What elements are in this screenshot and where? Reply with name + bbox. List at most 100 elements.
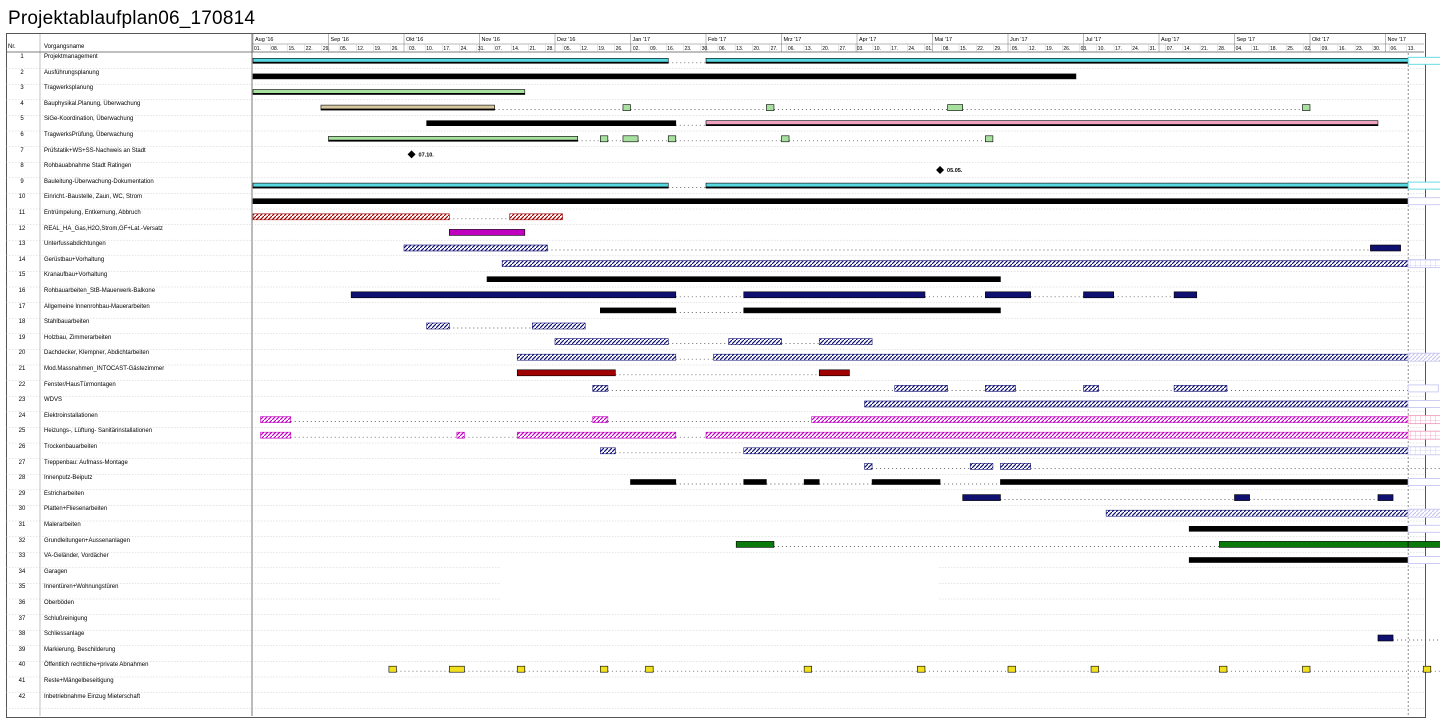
week-label: 26. [616, 46, 623, 52]
task-no: 13 [18, 241, 26, 248]
task-no: 19 [18, 334, 26, 341]
task-bar [252, 198, 1409, 204]
month-label: Mrz '17 [784, 37, 802, 43]
task-bar [1083, 385, 1099, 392]
task-bar [1083, 291, 1115, 299]
task-bar [1407, 446, 1440, 456]
week-label: 19. [1046, 46, 1053, 52]
task-bar [630, 479, 677, 485]
task-name: Heizungs-, Lüftung- Sanitärinstallatione… [44, 428, 153, 435]
task-bar [516, 369, 616, 377]
task-no: 5 [20, 116, 24, 123]
month-label: Dez '16 [557, 37, 575, 43]
task-bar [728, 338, 782, 345]
task-name: Tragwerksplanung [44, 85, 94, 92]
task-bar [1173, 385, 1228, 392]
task-bar [1407, 508, 1440, 518]
month-label: Sep '17 [1237, 37, 1255, 43]
task-bar [1407, 400, 1440, 408]
week-label: 22. [977, 46, 984, 52]
task-no: 40 [18, 662, 26, 669]
week-label: 15. [288, 46, 295, 52]
task-no: 39 [18, 646, 26, 653]
task-bar [388, 665, 397, 673]
milestone-date: 07.10. [419, 152, 435, 158]
task-name: VA-Geländer, Vordächer [44, 553, 109, 560]
task-no: 21 [18, 366, 26, 372]
month-label: Nov '16 [482, 37, 500, 43]
task-name: Grundleitungen+Aussenanlagen [44, 537, 130, 544]
week-label: 02. [633, 46, 640, 52]
task-bar [501, 260, 1409, 267]
task-no: 15 [18, 272, 26, 279]
task-no: 6 [20, 132, 24, 138]
week-label: 07. [495, 46, 502, 52]
task-bar [1219, 541, 1409, 548]
task-name: Elektroinstallationen [44, 412, 98, 419]
task-bar [456, 431, 465, 439]
task-name: Kranaufbau+Vorhaltung [44, 272, 108, 279]
week-label: 03. [857, 46, 864, 52]
task-no: 3 [20, 85, 24, 92]
task-name: Öffentlich rechtliche+private Abnahmen [44, 662, 149, 669]
week-label: 05. [340, 46, 347, 52]
milestone-diamond [407, 150, 416, 159]
week-label: 13. [805, 46, 812, 52]
task-name: Gerüstbau+Vorhaltung [44, 256, 105, 263]
task-bar [1302, 104, 1311, 111]
week-label: 21. [530, 46, 537, 52]
week-label: 29. [323, 46, 330, 52]
task-bar [1407, 430, 1440, 440]
week-label: 06. [719, 46, 726, 52]
task-bar [811, 416, 1409, 423]
task-bar [818, 369, 850, 377]
week-label: 11. [1253, 46, 1260, 52]
task-bar [917, 665, 926, 673]
milestone-date: 05.05. [947, 168, 963, 174]
task-no: 9 [20, 178, 24, 185]
week-label: 26. [392, 46, 399, 52]
week-label: 10. [1098, 46, 1105, 52]
task-name: WDVS [44, 397, 62, 404]
task-no: 2 [20, 69, 24, 76]
task-no: 10 [18, 194, 26, 201]
week-label: 24. [1132, 46, 1139, 52]
week-label: 12. [1029, 46, 1036, 52]
task-bar [705, 431, 1409, 439]
task-bar [592, 416, 609, 423]
task-bar [516, 431, 677, 439]
task-bar [1407, 197, 1440, 206]
task-name: Allgemeine Innenrohbau-Mauerarbeiten [44, 303, 150, 310]
week-label: 03. [409, 46, 416, 52]
week-label: 24. [908, 46, 915, 52]
task-bar [1407, 541, 1440, 548]
column-header-name: Vorgangsname [44, 44, 85, 50]
week-label: 20. [753, 46, 760, 52]
week-label: 08. [271, 46, 278, 52]
task-bar [743, 307, 1001, 314]
task-no: 4 [20, 100, 24, 107]
task-bar [864, 463, 873, 470]
month-label: Aug '16 [255, 37, 273, 43]
task-no: 23 [18, 397, 26, 404]
task-name: Rohbauarbeiten_StB-Mauerwerk-Balkone [44, 288, 156, 294]
task-bar [1000, 463, 1031, 470]
week-label: 08. [943, 46, 950, 52]
task-name: Prüfstatik+WS+SS-Nachweis an Stadt [44, 147, 146, 154]
week-label: 17. [891, 46, 898, 52]
task-bar [894, 385, 948, 392]
week-label: 21. [1201, 46, 1208, 52]
week-label: 19. [598, 46, 605, 52]
task-no: 12 [18, 225, 26, 232]
week-label: 19. [375, 46, 382, 52]
task-bar [743, 479, 767, 485]
week-label: 31. [478, 46, 485, 52]
task-bar [532, 322, 586, 330]
task-name: Mod.Massnahmen_INTOCAST-Gästezimmer [44, 366, 165, 372]
task-bar [871, 479, 941, 485]
week-label: 29. [994, 46, 1001, 52]
task-bar [985, 385, 1016, 392]
week-label: 26. [1063, 46, 1070, 52]
week-label: 01. [254, 46, 261, 52]
task-name: Innenputz-Beiputz [44, 475, 93, 482]
